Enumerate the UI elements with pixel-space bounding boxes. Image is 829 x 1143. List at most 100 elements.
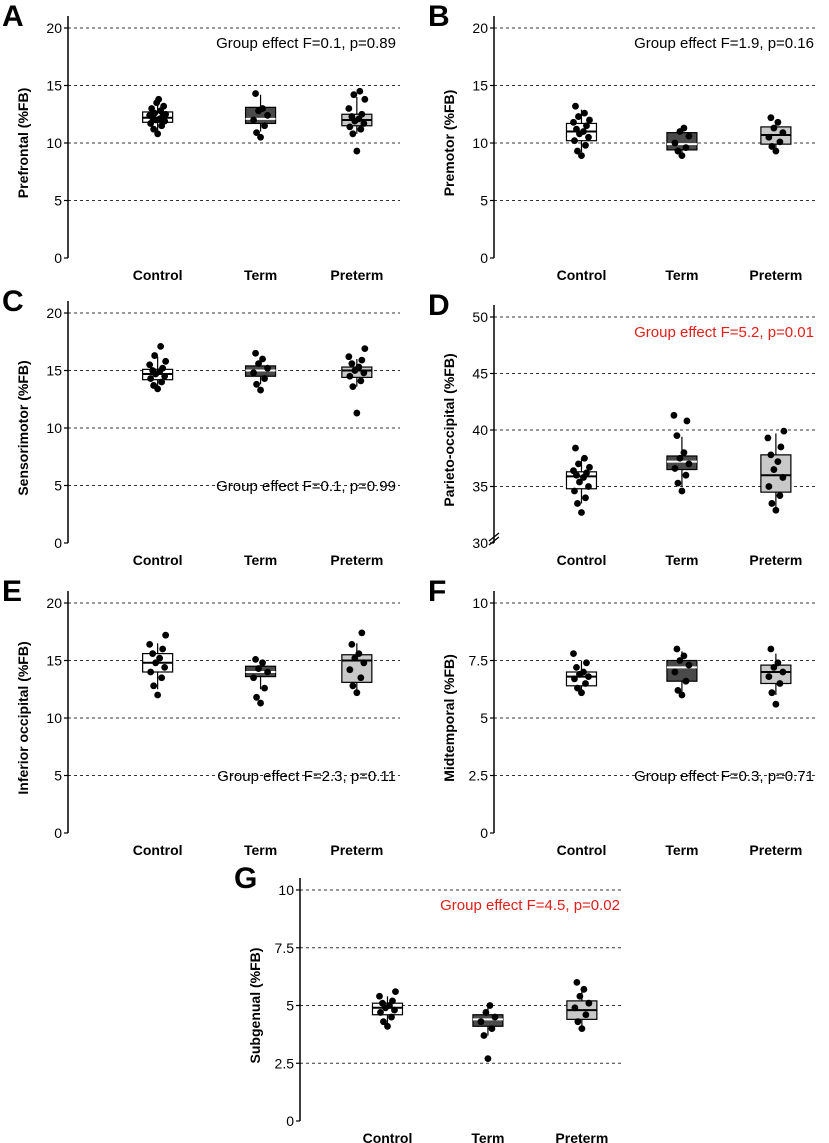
data-point xyxy=(477,1018,485,1026)
series-preterm xyxy=(566,979,598,1032)
data-point xyxy=(768,500,776,507)
data-point xyxy=(356,87,364,95)
data-point xyxy=(674,687,682,694)
data-point xyxy=(580,985,588,993)
panel-d: D 30 35 40 45 50 Parieto-occipital (%FB) Group … xyxy=(428,289,818,568)
series-preterm xyxy=(760,645,792,708)
data-point xyxy=(257,699,264,707)
data-point xyxy=(161,372,169,380)
data-point xyxy=(154,130,162,138)
data-point xyxy=(572,444,579,452)
data-point xyxy=(583,122,590,130)
y-tick-label: 10 xyxy=(46,420,62,436)
data-point xyxy=(573,979,581,986)
data-point xyxy=(346,123,354,131)
panel-b: B 0 5 10 15 20 Premotor (%FB) Group effect F=1.… xyxy=(428,0,818,283)
data-point xyxy=(574,1018,582,1026)
y-tick-label: 2.5 xyxy=(275,1055,295,1071)
data-point xyxy=(150,125,158,133)
data-point xyxy=(252,90,259,97)
data-point xyxy=(571,675,578,683)
x-tick-label: Term xyxy=(471,1130,504,1143)
data-point xyxy=(355,650,363,657)
data-point xyxy=(571,137,578,145)
data-point xyxy=(480,1032,488,1039)
x-tick-label: Term xyxy=(665,552,698,568)
data-point xyxy=(259,105,266,112)
data-point xyxy=(574,684,581,692)
data-point xyxy=(678,691,686,699)
data-point xyxy=(346,666,354,674)
data-point xyxy=(582,494,589,502)
y-axis-label: Subgenual (%FB) xyxy=(247,948,263,1064)
data-point xyxy=(384,1022,391,1030)
data-point xyxy=(574,147,581,155)
group-effect-annotation: Group effect F=0.3, p=0.71 xyxy=(634,768,814,785)
data-point xyxy=(349,682,357,690)
data-point xyxy=(764,434,772,442)
data-point xyxy=(776,138,784,146)
data-point xyxy=(155,95,163,103)
data-point xyxy=(376,992,383,1000)
data-point xyxy=(253,693,260,701)
y-tick-label: 5 xyxy=(54,478,62,494)
data-point xyxy=(357,377,365,385)
panel-letter-c: C xyxy=(2,285,24,318)
data-point xyxy=(349,383,357,390)
series-preterm xyxy=(760,427,792,514)
series-control xyxy=(142,342,174,393)
data-point xyxy=(685,661,693,669)
y-axis-label: Inferior occipital (%FB) xyxy=(15,641,31,794)
data-point xyxy=(158,674,166,682)
series-control xyxy=(565,102,598,160)
data-point xyxy=(351,654,359,662)
y-tick-label: 20 xyxy=(46,595,62,611)
data-point xyxy=(346,372,354,380)
data-point xyxy=(673,645,681,653)
panel-letter-b: B xyxy=(428,0,450,33)
data-point xyxy=(353,689,361,697)
data-point xyxy=(685,132,693,140)
data-point xyxy=(578,152,585,160)
data-point xyxy=(358,356,366,364)
data-point xyxy=(157,342,165,350)
data-point xyxy=(676,657,684,664)
y-tick-label: 50 xyxy=(472,309,488,325)
x-tick-label: Control xyxy=(557,842,607,858)
axis-break-marker xyxy=(488,532,500,546)
data-point xyxy=(149,367,157,374)
data-point xyxy=(779,129,787,137)
data-point xyxy=(159,645,167,653)
box xyxy=(472,1014,504,1027)
x-tick-label: Preterm xyxy=(330,842,383,858)
panel-letter-e: E xyxy=(2,575,22,608)
data-point xyxy=(682,144,690,152)
data-point xyxy=(253,129,260,137)
data-point xyxy=(779,474,787,481)
data-point xyxy=(765,673,773,680)
data-point xyxy=(570,118,577,126)
x-tick-label: Term xyxy=(665,267,698,283)
data-point xyxy=(360,659,368,667)
data-point xyxy=(348,113,356,120)
y-tick-label: 30 xyxy=(472,535,488,551)
y-tick-label: 35 xyxy=(472,479,488,495)
y-axis-label: Sensorimotor (%FB) xyxy=(15,360,31,495)
y-tick-label: 10 xyxy=(472,135,488,151)
data-point xyxy=(156,654,164,662)
data-point xyxy=(578,689,585,697)
data-point xyxy=(345,105,353,112)
y-tick-label: 5 xyxy=(480,193,488,209)
data-point xyxy=(147,668,155,676)
panel-a: A 0 5 10 15 20 Prefrontal (%FB) Group effect F=… xyxy=(2,0,400,283)
data-point xyxy=(674,147,682,155)
x-tick-label: Preterm xyxy=(749,267,802,283)
data-point xyxy=(391,1006,398,1014)
data-point xyxy=(261,122,268,130)
data-point xyxy=(671,668,679,676)
data-point xyxy=(252,349,259,357)
data-point xyxy=(571,487,578,495)
y-axis-label: Premotor (%FB) xyxy=(441,90,457,197)
data-point xyxy=(360,369,368,377)
series-term xyxy=(666,124,698,160)
